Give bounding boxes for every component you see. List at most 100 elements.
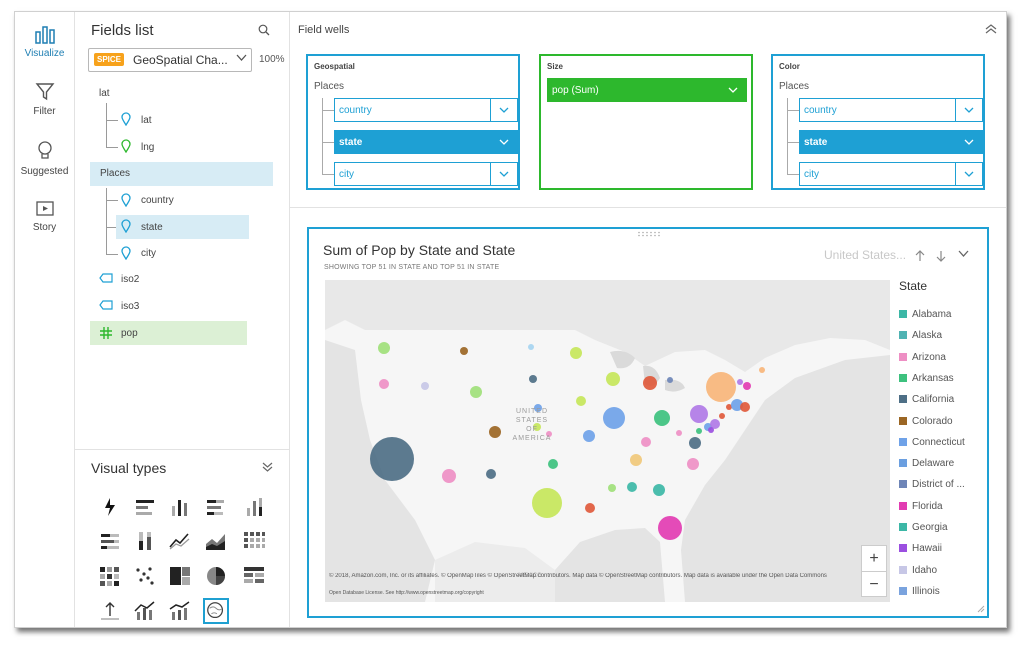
field-group-lat[interactable]: lat — [99, 88, 110, 99]
rail-suggested[interactable]: Suggested — [15, 140, 74, 177]
state-bubble[interactable] — [740, 402, 750, 412]
arrow-down-icon[interactable] — [936, 250, 946, 262]
chip-pop-sum[interactable]: pop (Sum) — [547, 78, 747, 102]
chip-dropdown[interactable] — [955, 99, 982, 121]
zoom-in-button[interactable]: + — [862, 546, 886, 572]
legend-item[interactable]: Delaware — [899, 458, 954, 469]
state-bubble[interactable] — [379, 379, 389, 389]
map-canvas[interactable]: UNITED STATES OF AMERICA MEXICO — [325, 280, 890, 602]
chip-dropdown[interactable] — [491, 131, 517, 153]
state-bubble[interactable] — [533, 423, 541, 431]
state-bubble[interactable] — [676, 430, 682, 436]
visual-title[interactable]: Sum of Pop by State and State — [323, 242, 516, 258]
combo-line-icon[interactable] — [167, 598, 193, 624]
chip-city[interactable]: city — [334, 162, 518, 186]
state-bubble[interactable] — [641, 437, 651, 447]
state-bubble[interactable] — [658, 516, 682, 540]
chip-state[interactable]: state — [799, 130, 983, 154]
state-bubble[interactable] — [378, 342, 390, 354]
percent-horizontal-bar-icon[interactable] — [97, 528, 123, 554]
well-size[interactable]: Size pop (Sum) — [539, 54, 753, 190]
search-icon[interactable] — [258, 24, 270, 36]
chip-city[interactable]: city — [799, 162, 983, 186]
chip-dropdown[interactable] — [490, 163, 517, 185]
chip-dropdown[interactable] — [720, 79, 746, 101]
state-bubble[interactable] — [627, 482, 637, 492]
chip-dropdown[interactable] — [490, 99, 517, 121]
state-bubble[interactable] — [489, 426, 501, 438]
line-chart-icon[interactable] — [167, 528, 193, 554]
state-bubble[interactable] — [576, 396, 586, 406]
state-bubble[interactable] — [603, 407, 625, 429]
state-bubble[interactable] — [630, 454, 642, 466]
state-bubble[interactable] — [532, 488, 562, 518]
pie-chart-icon[interactable] — [203, 563, 229, 589]
state-bubble[interactable] — [529, 375, 537, 383]
state-bubble[interactable] — [690, 405, 708, 423]
state-bubble[interactable] — [643, 376, 657, 390]
state-bubble[interactable] — [706, 372, 736, 402]
arrow-up-icon[interactable] — [915, 250, 925, 262]
chip-country[interactable]: country — [334, 98, 518, 122]
drill-breadcrumb[interactable]: United States... — [824, 248, 907, 262]
state-bubble[interactable] — [548, 459, 558, 469]
autograph-icon[interactable] — [97, 494, 123, 520]
scatter-plot-icon[interactable] — [132, 563, 158, 589]
legend-item[interactable]: Georgia — [899, 522, 948, 533]
state-bubble[interactable] — [583, 430, 595, 442]
table-icon[interactable] — [241, 563, 267, 589]
legend-item[interactable]: Idaho — [899, 565, 937, 576]
legend-item[interactable]: Colorado — [899, 416, 953, 427]
state-bubble[interactable] — [737, 379, 743, 385]
state-bubble[interactable] — [653, 484, 665, 496]
dataset-select[interactable]: SPICE GeoSpatial Cha... — [88, 48, 252, 72]
state-bubble[interactable] — [528, 344, 534, 350]
state-bubble[interactable] — [759, 367, 765, 373]
state-bubble[interactable] — [654, 410, 670, 426]
well-color[interactable]: Color Places country state city — [771, 54, 985, 190]
state-bubble[interactable] — [608, 484, 616, 492]
heat-map-icon[interactable] — [97, 563, 123, 589]
chip-dropdown[interactable] — [956, 131, 982, 153]
state-bubble[interactable] — [546, 431, 552, 437]
area-chart-icon[interactable] — [203, 528, 229, 554]
stacked-vertical-bar-icon[interactable] — [241, 494, 267, 520]
pivot-table-icon[interactable] — [241, 528, 267, 554]
stacked-horizontal-bar-icon[interactable] — [203, 494, 229, 520]
field-state[interactable]: state — [141, 222, 163, 233]
state-bubble[interactable] — [442, 469, 456, 483]
chip-country[interactable]: country — [799, 98, 983, 122]
state-bubble[interactable] — [726, 404, 732, 410]
field-city[interactable]: city — [141, 248, 156, 259]
state-bubble[interactable] — [687, 458, 699, 470]
state-bubble[interactable] — [421, 382, 429, 390]
legend-item[interactable]: California — [899, 394, 954, 405]
state-bubble[interactable] — [696, 428, 702, 434]
state-bubble[interactable] — [534, 404, 542, 412]
state-bubble[interactable] — [719, 413, 725, 419]
state-bubble[interactable] — [606, 372, 620, 386]
state-bubble[interactable] — [570, 347, 582, 359]
legend-item[interactable]: Arizona — [899, 352, 946, 363]
chevron-double-down-icon[interactable] — [262, 462, 273, 472]
vertical-bar-icon[interactable] — [167, 494, 193, 520]
chevron-double-up-icon[interactable] — [985, 24, 997, 34]
horizontal-bar-icon[interactable] — [132, 494, 158, 520]
legend-item[interactable]: Illinois — [899, 586, 940, 597]
legend-item[interactable]: Arkansas — [899, 373, 954, 384]
tree-map-icon[interactable] — [167, 563, 193, 589]
legend-item[interactable]: District of ... — [899, 479, 965, 490]
chip-state[interactable]: state — [334, 130, 518, 154]
field-iso3[interactable]: iso3 — [121, 301, 140, 312]
rail-filter[interactable]: Filter — [15, 82, 74, 117]
rail-visualize[interactable]: Visualize — [15, 24, 74, 59]
combo-chart-icon[interactable] — [132, 598, 158, 624]
map-attribution-2[interactable]: Open Database License. See http://www.op… — [329, 590, 484, 596]
legend-item[interactable]: Hawaii — [899, 543, 942, 554]
field-lat[interactable]: lat — [141, 115, 152, 126]
field-iso2[interactable]: iso2 — [121, 274, 140, 285]
geospatial-map-icon[interactable] — [203, 598, 229, 624]
state-bubble[interactable] — [585, 503, 595, 513]
drag-handle-icon[interactable] — [637, 231, 663, 237]
state-bubble[interactable] — [470, 386, 482, 398]
